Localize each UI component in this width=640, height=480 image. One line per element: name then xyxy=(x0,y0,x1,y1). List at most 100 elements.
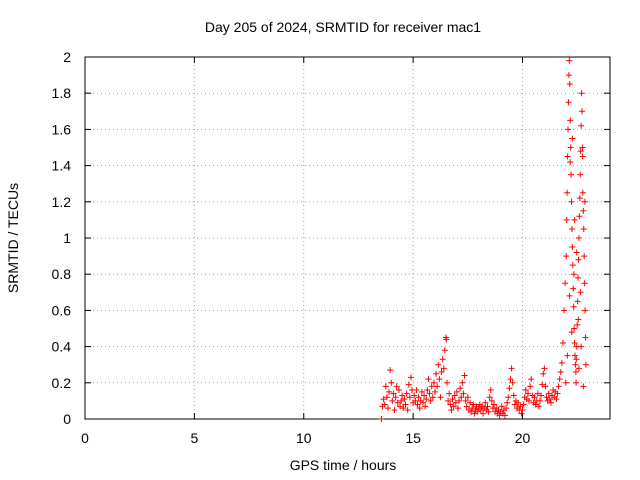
data-point xyxy=(577,171,584,178)
data-point xyxy=(381,401,388,408)
data-point xyxy=(509,379,516,386)
data-point xyxy=(460,390,467,397)
data-point xyxy=(564,189,571,196)
data-point xyxy=(568,198,575,205)
data-point xyxy=(471,410,478,417)
data-point xyxy=(578,122,585,129)
data-point xyxy=(568,329,575,336)
data-point xyxy=(387,367,394,374)
data-point xyxy=(432,388,438,395)
data-point xyxy=(438,368,445,375)
data-point xyxy=(572,361,579,368)
data-point xyxy=(569,135,576,142)
data-point xyxy=(458,394,465,401)
data-point xyxy=(441,347,448,354)
data-point xyxy=(405,381,412,388)
data-point xyxy=(570,285,577,292)
x-tick-label: 20 xyxy=(515,430,531,446)
data-point xyxy=(506,385,513,392)
y-tick-label: 0.4 xyxy=(52,339,72,355)
data-point xyxy=(569,244,576,251)
data-point xyxy=(502,412,508,419)
data-point xyxy=(575,365,582,372)
plot-frame xyxy=(84,56,611,420)
data-point xyxy=(440,365,447,372)
data-point xyxy=(398,397,405,404)
data-point xyxy=(454,405,461,412)
data-point xyxy=(566,81,573,88)
data-point xyxy=(515,399,522,406)
data-point xyxy=(429,394,436,401)
data-point xyxy=(428,383,435,390)
data-point xyxy=(528,376,535,383)
data-point xyxy=(450,403,457,410)
data-point xyxy=(567,144,574,151)
data-point xyxy=(574,298,581,305)
data-point xyxy=(571,216,578,223)
data-point xyxy=(557,368,564,375)
data-point xyxy=(565,72,572,79)
data-point xyxy=(382,383,389,390)
data-point xyxy=(541,365,548,372)
data-point xyxy=(582,307,589,314)
data-point xyxy=(419,399,426,406)
data-point xyxy=(582,334,589,341)
data-point xyxy=(567,117,574,124)
data-point xyxy=(526,397,533,404)
data-point xyxy=(504,399,511,406)
data-point xyxy=(427,397,434,404)
data-point xyxy=(426,390,433,397)
axis-ticks: 0 5 10 15 20 0 0.2 0.4 0.6 0.8 1 1.2 1.4 1.6 1.8 2 xyxy=(52,49,610,446)
y-tick-label: 2 xyxy=(63,49,71,65)
data-point xyxy=(574,321,581,328)
data-point xyxy=(459,379,466,386)
data-point xyxy=(578,343,585,350)
data-point xyxy=(582,361,589,368)
data-point xyxy=(422,403,429,410)
data-point xyxy=(433,370,440,377)
data-point xyxy=(537,397,543,404)
data-point xyxy=(477,406,484,413)
data-point xyxy=(572,368,579,375)
data-point xyxy=(467,399,473,406)
data-point xyxy=(543,394,550,401)
data-point xyxy=(579,153,586,160)
y-tick-label: 1.2 xyxy=(52,194,72,210)
data-point xyxy=(496,412,503,419)
data-point xyxy=(573,356,580,363)
data-point xyxy=(532,401,539,408)
data-point xyxy=(575,256,582,263)
data-point xyxy=(448,406,455,413)
data-point xyxy=(570,303,577,310)
data-point xyxy=(470,401,477,408)
data-point xyxy=(383,394,390,401)
data-point xyxy=(579,108,585,115)
data-point xyxy=(464,394,471,401)
y-tick-label: 0 xyxy=(63,411,71,427)
data-point xyxy=(399,392,406,399)
data-point xyxy=(581,253,588,260)
data-point xyxy=(571,339,578,346)
data-point xyxy=(540,370,547,377)
data-point xyxy=(566,292,573,299)
x-axis-label: GPS time / hours xyxy=(290,457,397,473)
data-point xyxy=(562,280,569,287)
data-point xyxy=(435,361,442,368)
data-point xyxy=(498,403,505,410)
data-point xyxy=(518,410,525,417)
data-point xyxy=(389,397,396,404)
data-point xyxy=(581,198,588,205)
data-point xyxy=(577,148,584,155)
data-point xyxy=(581,280,588,287)
data-point xyxy=(446,390,453,397)
data-point xyxy=(491,401,498,408)
data-point xyxy=(469,405,476,412)
y-tick-label: 1.4 xyxy=(52,158,72,174)
data-point xyxy=(400,405,407,412)
data-point xyxy=(474,408,481,415)
data-point xyxy=(444,379,451,386)
data-point xyxy=(415,394,422,401)
data-point xyxy=(576,195,583,202)
data-point xyxy=(404,406,411,413)
data-point xyxy=(390,390,397,397)
